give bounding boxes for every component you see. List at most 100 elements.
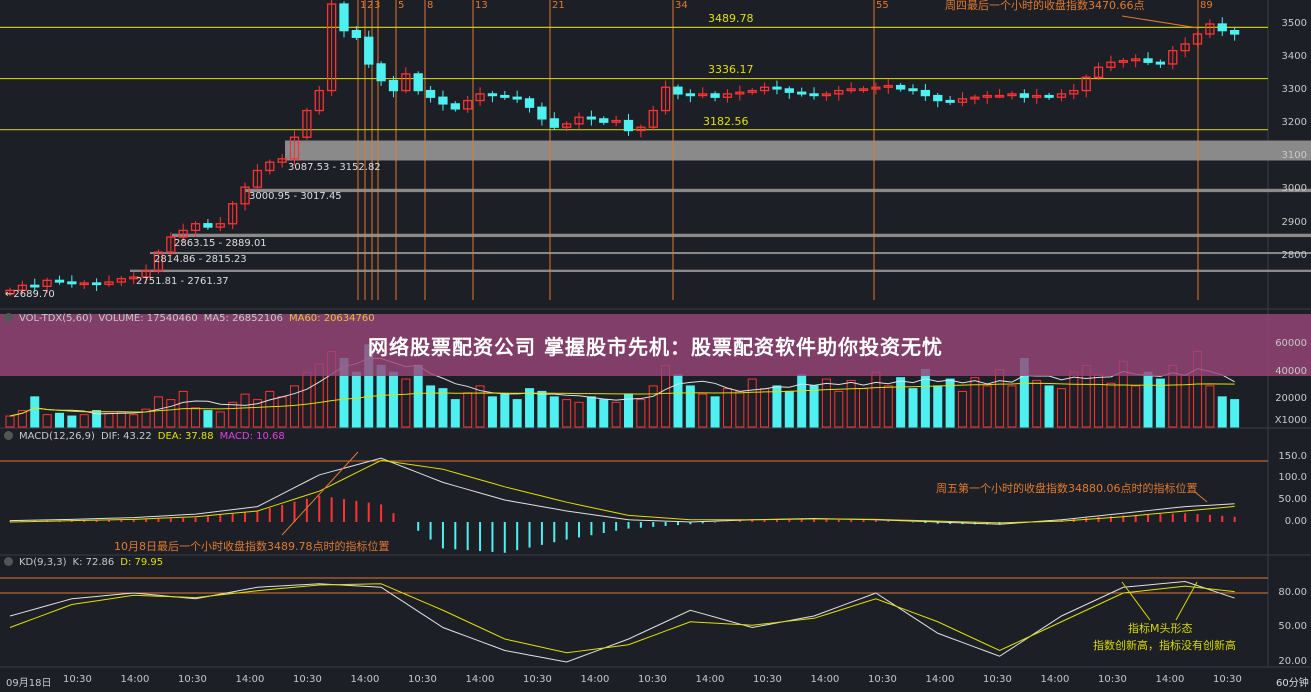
- time-tick: 10:30: [63, 674, 92, 685]
- volume-bar: [302, 371, 312, 428]
- time-tick: 09月18日: [6, 678, 52, 689]
- volume-bar: [834, 390, 844, 428]
- candle-body: [1032, 94, 1042, 98]
- candle-body: [30, 284, 40, 288]
- candle-body: [982, 94, 992, 98]
- volume-bar: [685, 385, 695, 428]
- volume-bar: [30, 396, 40, 428]
- volume-bar: [933, 385, 943, 428]
- time-tick: 10:30: [868, 674, 897, 685]
- volume-bar: [562, 399, 572, 428]
- candle-body: [846, 88, 856, 92]
- volume-ma60-line: [9, 382, 1235, 417]
- time-tick: 14:00: [1040, 674, 1070, 685]
- candle-body: [178, 229, 188, 238]
- fib-label: 13: [475, 0, 488, 11]
- volume-bar: [673, 374, 683, 428]
- annotation-arrow: [1194, 491, 1208, 503]
- ad-banner: 网络股票配资公司 掌握股市先机：股票配资软件助你投资无忧: [0, 314, 1311, 376]
- collapse-icon[interactable]: [4, 431, 13, 440]
- candle-body: [1180, 43, 1190, 52]
- period-selector[interactable]: 60分钟: [1276, 678, 1309, 689]
- candle-body: [450, 103, 460, 110]
- volume-value: VOLUME: 17540460: [98, 313, 198, 324]
- volume-bar: [599, 399, 609, 428]
- time-tick: 10:30: [1098, 674, 1127, 685]
- candle-body: [1143, 58, 1153, 63]
- annotation-arrow: [1121, 15, 1199, 29]
- kd-annotation-1: 指标M头形态: [1128, 622, 1193, 635]
- volume-bar: [574, 401, 584, 428]
- volume-bar: [809, 385, 819, 428]
- candle-body: [1044, 94, 1054, 98]
- volume-bar: [772, 385, 782, 428]
- volume-bar: [982, 385, 992, 428]
- volume-bar: [1094, 374, 1104, 428]
- price-level-label: 3336.17: [708, 63, 754, 76]
- volume-bar: [821, 378, 831, 428]
- time-tick: 14:00: [580, 674, 610, 685]
- time-tick: 10:30: [523, 674, 552, 685]
- gap-label: 2751.81 - 2761.37: [136, 276, 229, 287]
- volume-bar: [735, 390, 745, 428]
- fib-label: 21: [552, 0, 565, 11]
- volume-bar: [1217, 396, 1227, 428]
- volume-bar: [450, 399, 460, 428]
- macd-annotation-left: 10月8日最后一个小时收盘指数3489.78点时的指标位置: [114, 540, 390, 553]
- volume-bar: [525, 388, 535, 428]
- price-tick: 3300: [1281, 84, 1307, 95]
- candle-body: [277, 158, 287, 163]
- candle-body: [475, 93, 485, 102]
- candle-body: [562, 123, 572, 128]
- low-price-label: ←2689.70: [5, 289, 55, 300]
- volume-bar: [537, 390, 547, 428]
- volume-bar: [859, 388, 869, 428]
- candle-body: [858, 88, 869, 92]
- ma5-value: MA5: 26852106: [203, 313, 283, 324]
- fib-label: 89: [1200, 0, 1213, 11]
- annotation-arrow: [281, 451, 359, 536]
- candle-body: [537, 106, 547, 120]
- candle-body: [339, 3, 349, 32]
- volume-bar: [648, 385, 658, 428]
- volume-bar: [747, 378, 757, 428]
- price-tick: 3000: [1281, 183, 1307, 194]
- kd-d-line: [9, 583, 1235, 654]
- candle-body: [611, 119, 621, 123]
- dea-value: DEA: 37.88: [157, 431, 214, 442]
- candle-body: [129, 276, 139, 280]
- macd-tick: 100.0: [1278, 472, 1307, 483]
- ma60-value: MA60: 20634760: [288, 313, 375, 324]
- candle-body: [1007, 93, 1017, 97]
- time-tick: 10:30: [638, 674, 667, 685]
- candle-body: [920, 89, 931, 97]
- volume-bar: [67, 415, 77, 428]
- candle-body: [1192, 33, 1203, 45]
- volume-bar: [512, 399, 522, 428]
- volume-bar: [1056, 388, 1066, 428]
- collapse-icon[interactable]: [4, 313, 13, 322]
- kd-k-line: [9, 580, 1235, 663]
- candle-body: [190, 223, 201, 232]
- volume-bar: [252, 399, 262, 428]
- time-tick: 10:30: [408, 674, 437, 685]
- time-tick: 14:00: [465, 674, 495, 685]
- volume-bar: [549, 396, 559, 428]
- volume-bar: [1155, 378, 1165, 428]
- candle-body: [797, 91, 807, 95]
- indicator-name: MACD(12,26,9): [19, 431, 95, 442]
- candle-body: [673, 86, 683, 95]
- indicator-name: KD(9,3,3): [19, 557, 67, 568]
- candle-body: [302, 109, 312, 138]
- collapse-icon[interactable]: [4, 557, 13, 566]
- price-tick: 3400: [1281, 51, 1307, 62]
- candle-body: [524, 98, 535, 108]
- candle-body: [240, 186, 250, 205]
- volume-bar: [17, 410, 27, 428]
- time-tick: 14:00: [810, 674, 840, 685]
- candle-body: [364, 36, 374, 65]
- price-level-label: 3489.78: [708, 12, 754, 25]
- volume-bar: [1032, 379, 1042, 428]
- volume-bar: [351, 371, 361, 428]
- volume-bar: [265, 390, 275, 428]
